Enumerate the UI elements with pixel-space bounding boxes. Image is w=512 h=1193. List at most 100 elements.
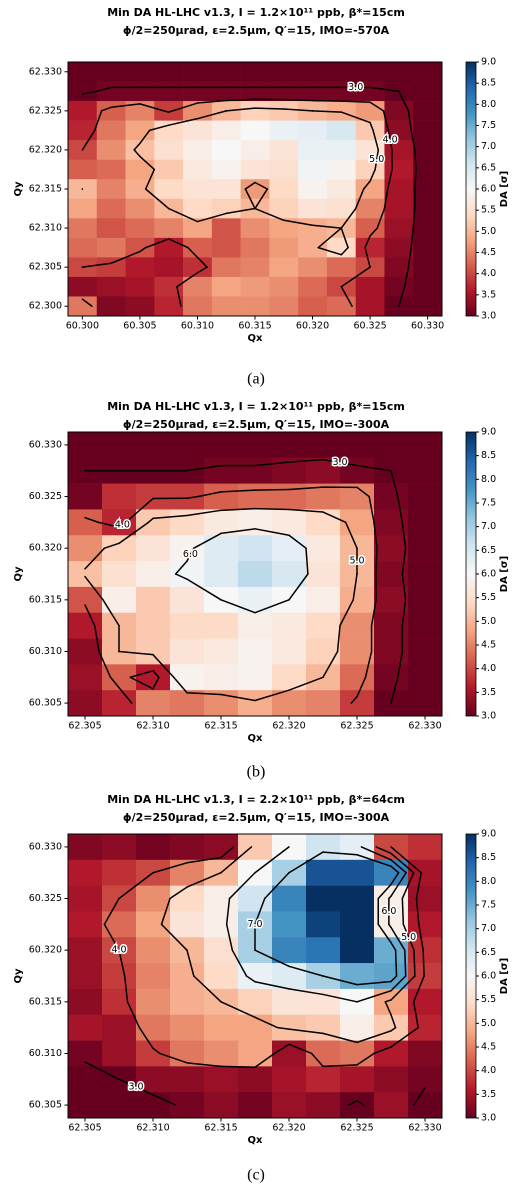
contour-line xyxy=(125,497,154,524)
contour-line xyxy=(186,547,195,562)
colorbar-tick-label: 7.0 xyxy=(481,521,496,532)
heat-cell xyxy=(96,140,126,160)
contour-line xyxy=(317,246,343,256)
contour-line xyxy=(220,489,256,493)
heat-cell xyxy=(326,179,356,200)
contour-line xyxy=(377,883,392,900)
heat-cell xyxy=(68,483,103,510)
contour-line xyxy=(394,949,398,977)
colorbar-tick-label: 5.5 xyxy=(481,205,496,216)
heat-cell xyxy=(340,664,375,691)
colorbar-tick-label: 7.5 xyxy=(481,120,496,131)
contour-line xyxy=(413,949,416,977)
heat-cell xyxy=(170,690,205,717)
heat-cell xyxy=(298,218,328,239)
x-tick-label: 62.325 xyxy=(340,1123,373,1134)
contour-line xyxy=(374,149,380,171)
heat-cell xyxy=(204,911,239,938)
contour-line xyxy=(159,1052,188,1064)
heat-cell xyxy=(102,690,137,717)
heat-cell xyxy=(68,198,98,219)
colorbar-tick-label: 6.5 xyxy=(481,545,496,556)
heat-cell xyxy=(204,1092,239,1119)
heat-cell xyxy=(306,432,341,459)
contour-line xyxy=(197,491,222,498)
y-tick-label: 60.330 xyxy=(29,439,62,450)
heat-cell xyxy=(68,1014,103,1041)
y-tick-label: 62.300 xyxy=(29,301,62,312)
colorbar-tick-label: 5.5 xyxy=(481,592,496,603)
heat-cell xyxy=(340,1040,375,1067)
heat-cell xyxy=(238,885,273,912)
heat-cell xyxy=(136,586,171,614)
contour-line xyxy=(390,941,397,951)
heat-cell xyxy=(340,859,375,886)
heat-cell xyxy=(272,963,307,990)
contour-line xyxy=(220,1001,256,1019)
heat-cell xyxy=(374,1014,409,1041)
contour-line xyxy=(186,856,222,864)
heat-cell xyxy=(211,276,241,297)
colorbar-label: DA [σ] xyxy=(499,171,510,207)
contour-label: 5.0 xyxy=(401,932,416,943)
heat-cell xyxy=(238,988,273,1016)
contour-line xyxy=(352,573,358,601)
heat-cell xyxy=(136,1066,171,1093)
heat-cell xyxy=(96,218,126,239)
heat-cell xyxy=(204,561,239,588)
chart-subtitle: ϕ/2=250μrad, ε=2.5μm, Q′=15, IMO=-300A xyxy=(123,811,390,824)
heat-cell xyxy=(211,296,241,317)
contour-line xyxy=(354,188,365,210)
y-tick-label: 60.330 xyxy=(29,841,62,852)
colorbar-tick-label: 7.5 xyxy=(481,900,496,911)
heat-cell xyxy=(340,911,375,938)
heat-cell xyxy=(102,1014,137,1041)
heat-cell xyxy=(68,237,98,258)
contour-label: 7.0 xyxy=(247,919,262,930)
heat-cell xyxy=(384,62,414,82)
heat-cell xyxy=(384,237,414,258)
contour-line xyxy=(167,238,189,249)
contour-line xyxy=(397,495,404,524)
contour-line xyxy=(288,988,324,996)
contour-line xyxy=(81,262,112,268)
contour-line xyxy=(390,975,407,992)
colorbar xyxy=(465,833,477,1119)
contour-line xyxy=(401,897,405,926)
contour-label: 3.0 xyxy=(332,457,347,468)
colorbar-tick-label: 8.5 xyxy=(481,450,496,461)
contour-line xyxy=(139,129,151,145)
contour-line xyxy=(152,676,160,690)
heat-cell xyxy=(306,885,341,912)
heat-cell xyxy=(326,81,356,102)
contour-line xyxy=(375,846,392,855)
contour-line xyxy=(390,1026,397,1032)
heat-cell xyxy=(125,120,155,141)
chart-title: Min DA HL-LHC v1.3, I = 2.2×10¹¹ ppb, β*… xyxy=(107,793,405,806)
heat-cell xyxy=(306,937,341,964)
heat-cell xyxy=(96,81,126,102)
contour-line xyxy=(288,965,324,977)
contour-line xyxy=(84,547,106,570)
heat-cell xyxy=(340,690,375,717)
heat-cell xyxy=(374,638,409,665)
heat-cell xyxy=(374,1066,409,1093)
heat-cell xyxy=(306,911,341,938)
contour-line xyxy=(390,859,407,874)
heat-cell xyxy=(136,612,171,639)
heat-cell xyxy=(102,483,137,510)
heat-cell xyxy=(340,1066,375,1093)
y-tick-label: 60.320 xyxy=(29,945,62,956)
heat-cell xyxy=(204,638,239,665)
contour-line xyxy=(322,975,358,986)
heat-cell xyxy=(68,81,98,102)
x-tick-label: 62.330 xyxy=(408,1123,441,1134)
y-tick-label: 62.325 xyxy=(29,105,62,116)
contour-line xyxy=(174,560,188,575)
contour-line xyxy=(167,110,174,113)
contour-line xyxy=(254,507,290,511)
heat-cell xyxy=(183,218,213,239)
heat-cell xyxy=(211,198,241,219)
contour-line xyxy=(231,949,248,977)
heat-cell xyxy=(269,276,299,297)
